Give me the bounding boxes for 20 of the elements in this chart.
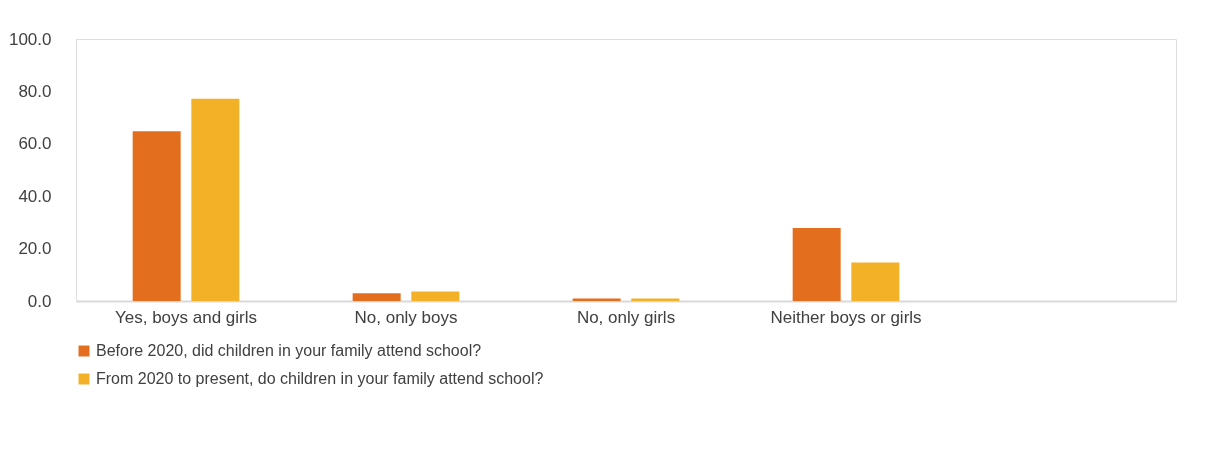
bar (851, 262, 900, 301)
y-tick-label: 0.0 (27, 291, 52, 311)
y-tick-label: 20.0 (18, 239, 52, 259)
x-tick-label: Yes, boys and girls (114, 307, 258, 327)
legend-label: From 2020 to present, do children in your family attend school? (96, 370, 544, 387)
bar (352, 293, 401, 301)
bar (411, 291, 460, 301)
legend-label: Before 2020, did children in your family attend school? (96, 342, 482, 359)
y-tick-label: 40.0 (18, 186, 52, 206)
bar (631, 298, 680, 301)
bar (572, 298, 621, 301)
y-tick-label: 100.0 (8, 29, 52, 49)
x-tick-label: No, only girls (576, 307, 676, 327)
bar (191, 98, 240, 301)
x-tick-label: No, only boys (354, 307, 458, 327)
bar (792, 227, 841, 301)
x-tick-label: Neither boys or girls (770, 307, 922, 327)
y-tick-label: 80.0 (18, 81, 52, 101)
y-tick-label: 60.0 (18, 134, 52, 154)
bar (132, 131, 181, 301)
